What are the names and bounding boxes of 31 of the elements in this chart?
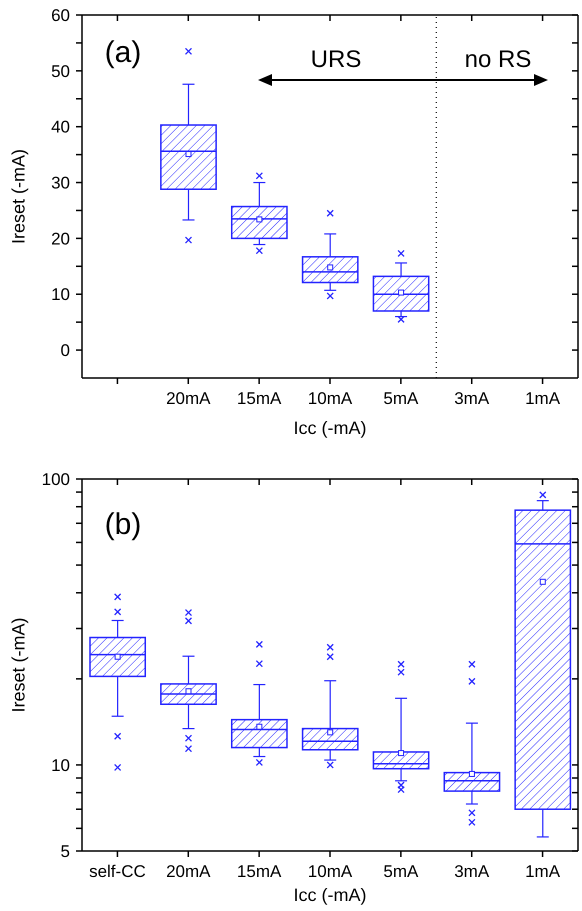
x-tick-label: 10mA [308,389,353,408]
x-tick-label: 1mA [525,389,561,408]
y-tick-label: 10 [51,756,70,775]
annotation: (a) [104,36,142,69]
x-tick-label: 15mA [236,862,282,881]
y-tick-label: 5 [60,842,70,861]
x-tick-label: 5mA [383,389,419,408]
y-tick-label: 0 [60,341,70,360]
x-tick-label: 20mA [166,862,212,881]
y-tick-label: 30 [51,174,70,193]
x-tick-label: 10mA [308,862,353,881]
x-axis-title: Icc (-mA) [294,885,366,905]
x-tick-label: 5mA [383,862,419,881]
annotation: (b) [104,508,142,541]
annotation: no RS [464,46,532,73]
y-tick-label: 50 [51,62,70,81]
x-tick-label: 15mA [236,389,282,408]
y-tick-label: 40 [51,118,70,137]
y-tick-label: 20 [51,229,70,248]
x-axis-title: Icc (-mA) [294,418,366,438]
annotation: URS [310,46,362,73]
x-tick-label: 1mA [525,862,561,881]
x-tick-label: 3mA [454,862,490,881]
x-tick-label: self-CC [89,862,146,881]
x-tick-label: 20mA [166,389,212,408]
y-axis-title: Ireset (-mA) [8,617,28,713]
y-axis-title: Ireset (-mA) [8,148,28,244]
y-tick-label: 60 [51,6,70,25]
y-tick-label: 10 [51,285,70,304]
x-tick-label: 3mA [454,389,490,408]
y-tick-label: 100 [42,470,70,489]
